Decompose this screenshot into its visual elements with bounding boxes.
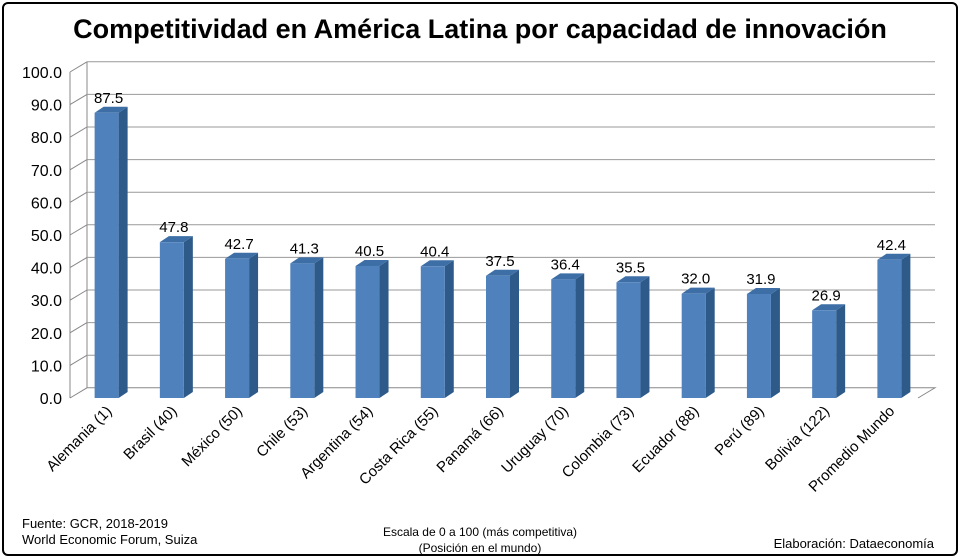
bar-top <box>420 260 454 267</box>
x-tick-label: Ecuador (88) <box>629 403 702 476</box>
data-label: 31.9 <box>746 271 775 288</box>
bar-top <box>616 276 650 283</box>
bar <box>616 282 641 398</box>
bar <box>486 275 510 398</box>
credit-note: Elaboración: Dataeconomía <box>773 536 934 551</box>
bar <box>420 266 445 398</box>
bar-side <box>640 276 650 398</box>
scale-note: Escala de 0 a 100 (más competitiva) (Pos… <box>350 524 610 556</box>
grid-diagonal <box>69 256 88 269</box>
data-label: 42.4 <box>877 237 906 254</box>
bar-side <box>249 252 259 398</box>
y-tick-label: 30.0 <box>31 293 62 310</box>
bar <box>877 259 902 398</box>
source-line-1: Fuente: GCR, 2018-2019 <box>22 516 168 531</box>
data-label: 42.7 <box>224 236 253 253</box>
y-tick-label: 0.0 <box>40 391 62 408</box>
grid-diagonal <box>69 354 88 366</box>
grid-diagonal <box>69 93 88 106</box>
grid-diagonal <box>69 322 88 334</box>
data-label: 40.5 <box>355 243 384 260</box>
bar-side <box>444 260 454 398</box>
x-tick-label: Uruguay (70) <box>498 403 572 477</box>
bar-side <box>118 106 128 398</box>
chart-title: Competitividad en América Latina por cap… <box>73 14 887 44</box>
bar-side <box>836 304 846 398</box>
bar <box>225 258 250 398</box>
bar-side <box>770 288 780 398</box>
data-label: 37.5 <box>485 253 514 270</box>
scale-line-2: (Posición en el mundo) <box>418 541 542 555</box>
bar-top <box>877 253 911 260</box>
data-label: 35.5 <box>616 259 645 276</box>
y-tick-label: 80.0 <box>31 130 62 147</box>
bar <box>290 263 315 398</box>
source-note: Fuente: GCR, 2018-2019 World Economic Fo… <box>22 516 197 548</box>
source-line-2: World Economic Forum, Suiza <box>22 532 198 547</box>
y-tick-label: 90.0 <box>31 98 62 115</box>
data-label: 47.8 <box>159 219 188 236</box>
bar-top <box>225 252 259 259</box>
bar-top <box>355 259 389 266</box>
bar-side <box>314 257 324 398</box>
data-label: 32.0 <box>681 271 710 288</box>
grid-diagonal <box>69 224 88 236</box>
bar-top <box>486 269 519 276</box>
grid-diagonal <box>69 126 88 138</box>
x-tick-label: México (50) <box>178 403 245 470</box>
bar <box>681 293 706 398</box>
grid-diagonal <box>69 289 88 301</box>
bar-top <box>746 288 780 295</box>
scale-line-1: Escala de 0 a 100 (más competitiva) <box>382 525 578 539</box>
x-tick-label: Bolivia (122) <box>762 403 833 474</box>
x-tick-label: Panamá (66) <box>433 403 506 476</box>
x-tick-label: Perú (89) <box>712 403 768 459</box>
bar-top <box>551 273 585 280</box>
y-tick-label: 100.0 <box>22 65 62 82</box>
data-label: 26.9 <box>812 287 841 304</box>
bar <box>551 279 576 398</box>
y-tick-label: 20.0 <box>31 326 62 343</box>
bar-side <box>705 287 715 398</box>
bar <box>94 112 119 398</box>
x-tick-label: Brasil (40) <box>120 403 180 463</box>
grid-diagonal <box>69 191 88 203</box>
bar-side <box>183 236 193 398</box>
bar <box>812 310 837 398</box>
bar <box>159 242 184 398</box>
bar <box>355 265 380 398</box>
data-label: 41.3 <box>290 240 319 257</box>
bar-top <box>681 287 715 294</box>
bar-top <box>94 106 128 113</box>
bar-side <box>901 253 911 398</box>
data-label: 40.4 <box>420 243 449 260</box>
y-tick-label: 70.0 <box>31 163 62 180</box>
y-tick-label: 50.0 <box>31 228 62 245</box>
y-tick-label: 60.0 <box>31 195 62 212</box>
bar <box>746 294 771 398</box>
grid-diagonal <box>69 159 88 171</box>
bar-top <box>159 236 193 243</box>
bar-side <box>379 259 389 398</box>
bar-side <box>510 269 519 398</box>
y-tick-label: 10.0 <box>31 358 62 375</box>
y-tick-label: 40.0 <box>31 261 62 278</box>
x-tick-label: Alemania (1) <box>43 403 115 475</box>
bar-side <box>575 273 585 398</box>
grid-diagonal <box>69 61 88 73</box>
x-tick-label: Chile (53) <box>253 403 311 461</box>
data-label: 36.4 <box>551 256 580 273</box>
bar-top <box>290 257 324 264</box>
bar-top <box>812 304 846 311</box>
data-label: 87.5 <box>94 90 123 107</box>
